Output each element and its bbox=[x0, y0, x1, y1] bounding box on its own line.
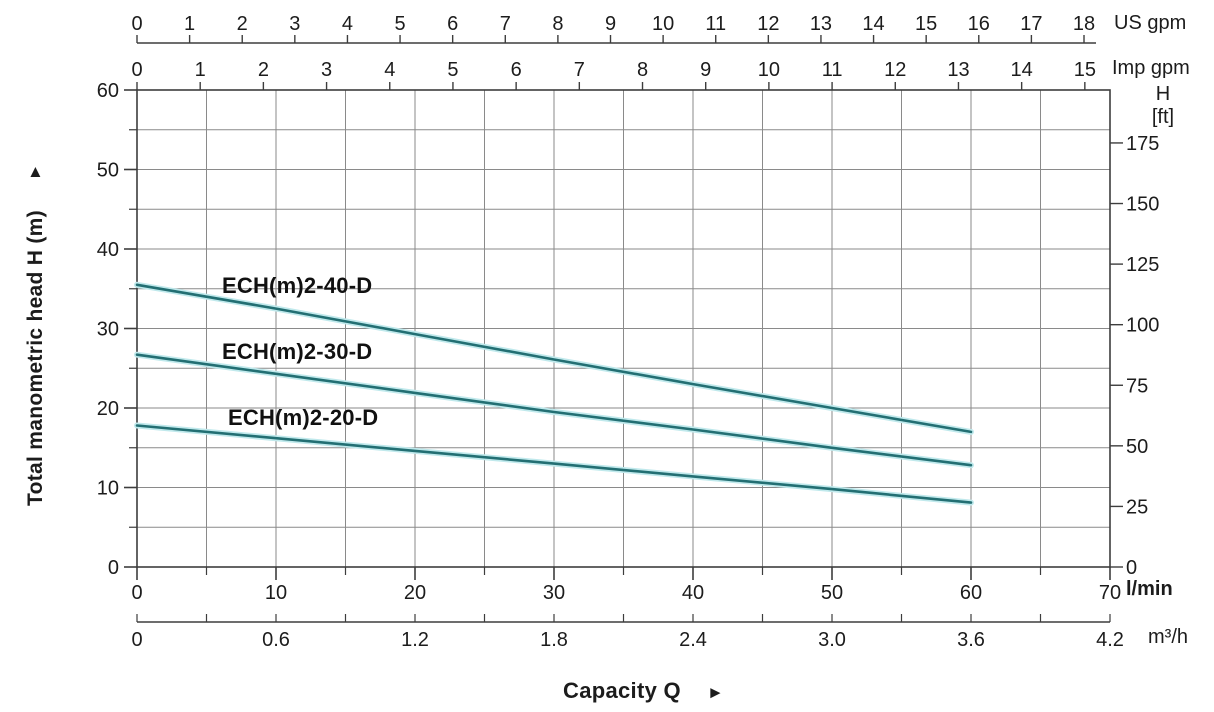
imp-gpm-tick-label: 12 bbox=[884, 59, 906, 81]
us-gpm-tick-label: 3 bbox=[289, 13, 300, 35]
pump-curve bbox=[135, 353, 973, 467]
pump-curve bbox=[135, 424, 973, 504]
imp-gpm-tick-label: 8 bbox=[637, 59, 648, 81]
x-axis-lmin-tick-label: 60 bbox=[960, 582, 982, 604]
ft-tick-label: 175 bbox=[1126, 133, 1159, 155]
us-gpm-tick-label: 2 bbox=[237, 13, 248, 35]
ft-tick-label: 50 bbox=[1126, 436, 1148, 458]
x-axis-lmin-tick-label: 40 bbox=[682, 582, 704, 604]
y-axis-tick-label: 10 bbox=[97, 478, 119, 500]
us-gpm-tick-label: 18 bbox=[1073, 13, 1095, 35]
x-axis-lmin-tick-label: 0 bbox=[131, 582, 142, 604]
us-gpm-tick-label: 5 bbox=[394, 13, 405, 35]
x-axis-title: Capacity Q ► bbox=[563, 678, 724, 704]
us-gpm-tick-label: 4 bbox=[342, 13, 353, 35]
ft-tick-label: 0 bbox=[1126, 557, 1137, 579]
curve-label-ech2-20-d: ECH(m)2-20-D bbox=[228, 405, 379, 430]
us-gpm-unit-label: US gpm bbox=[1114, 12, 1187, 34]
y-axis-arrow-icon: ▲ bbox=[27, 162, 44, 181]
y-axis-tick-label: 30 bbox=[97, 319, 119, 341]
imp-gpm-tick-label: 5 bbox=[447, 59, 458, 81]
y-axis-tick-label: 0 bbox=[108, 557, 119, 579]
ft-axis-label-h: H bbox=[1155, 83, 1171, 105]
x-axis-title-text: Capacity Q bbox=[563, 678, 681, 703]
imp-gpm-tick-label: 1 bbox=[195, 59, 206, 81]
ft-axis-label-ft: [ft] bbox=[1151, 106, 1175, 128]
y-axis-tick-label: 50 bbox=[97, 160, 119, 182]
x-axis-lmin-tick-label: 30 bbox=[543, 582, 565, 604]
lmin-unit-label: l/min bbox=[1126, 578, 1173, 600]
us-gpm-tick-label: 14 bbox=[862, 13, 884, 35]
pump-curve bbox=[135, 283, 973, 434]
m3h-tick-label: 1.8 bbox=[540, 629, 568, 651]
ft-axis-label: H [ft] bbox=[1128, 83, 1198, 129]
us-gpm-tick-label: 15 bbox=[915, 13, 937, 35]
ft-tick-label: 125 bbox=[1126, 254, 1159, 276]
m3h-tick-label: 3.0 bbox=[818, 629, 846, 651]
y-axis-title: Total manometric head H (m) bbox=[24, 210, 47, 506]
m3h-tick-label: 0.6 bbox=[262, 629, 290, 651]
us-gpm-tick-label: 10 bbox=[652, 13, 674, 35]
us-gpm-tick-label: 7 bbox=[500, 13, 511, 35]
imp-gpm-tick-label: 13 bbox=[947, 59, 969, 81]
imp-gpm-tick-label: 4 bbox=[384, 59, 395, 81]
us-gpm-tick-label: 11 bbox=[705, 13, 726, 35]
imp-gpm-tick-label: 0 bbox=[131, 59, 142, 81]
m3h-tick-label: 3.6 bbox=[957, 629, 985, 651]
us-gpm-tick-label: 12 bbox=[757, 13, 779, 35]
m3h-tick-label: 1.2 bbox=[401, 629, 429, 651]
imp-gpm-tick-label: 7 bbox=[574, 59, 585, 81]
imp-gpm-tick-label: 14 bbox=[1011, 59, 1033, 81]
us-gpm-tick-label: 9 bbox=[605, 13, 616, 35]
x-axis-arrow-icon: ► bbox=[706, 683, 724, 702]
imp-gpm-tick-label: 3 bbox=[321, 59, 332, 81]
us-gpm-tick-label: 0 bbox=[131, 13, 142, 35]
ft-tick-label: 100 bbox=[1126, 315, 1159, 337]
us-gpm-tick-label: 1 bbox=[184, 13, 195, 35]
m3h-tick-label: 2.4 bbox=[679, 629, 707, 651]
y-axis-tick-label: 40 bbox=[97, 239, 119, 261]
imp-gpm-tick-label: 11 bbox=[822, 59, 843, 81]
x-axis-lmin-tick-label: 10 bbox=[265, 582, 287, 604]
imp-gpm-tick-label: 9 bbox=[700, 59, 711, 81]
ft-tick-label: 150 bbox=[1126, 194, 1159, 216]
y-axis-tick-label: 20 bbox=[97, 398, 119, 420]
ft-tick-label: 75 bbox=[1126, 375, 1148, 397]
us-gpm-tick-label: 13 bbox=[810, 13, 832, 35]
x-axis-lmin-tick-label: 50 bbox=[821, 582, 843, 604]
m3h-tick-label: 4.2 bbox=[1096, 629, 1124, 651]
us-gpm-tick-label: 8 bbox=[552, 13, 563, 35]
curve-label-ech2-40-d: ECH(m)2-40-D bbox=[222, 273, 373, 298]
imp-gpm-tick-label: 15 bbox=[1074, 59, 1096, 81]
us-gpm-tick-label: 17 bbox=[1020, 13, 1042, 35]
imp-gpm-tick-label: 6 bbox=[511, 59, 522, 81]
m3h-unit-label: m³/h bbox=[1148, 626, 1188, 648]
ft-tick-label: 25 bbox=[1126, 496, 1148, 518]
curve-label-ech2-30-d: ECH(m)2-30-D bbox=[222, 339, 373, 364]
imp-gpm-tick-label: 2 bbox=[258, 59, 269, 81]
imp-gpm-tick-label: 10 bbox=[758, 59, 780, 81]
us-gpm-tick-label: 6 bbox=[447, 13, 458, 35]
x-axis-lmin-tick-label: 70 bbox=[1099, 582, 1121, 604]
m3h-tick-label: 0 bbox=[131, 629, 142, 651]
x-axis-lmin-tick-label: 20 bbox=[404, 582, 426, 604]
imp-gpm-unit-label: Imp gpm bbox=[1112, 57, 1190, 79]
us-gpm-tick-label: 16 bbox=[968, 13, 990, 35]
y-axis-tick-label: 60 bbox=[97, 80, 119, 102]
